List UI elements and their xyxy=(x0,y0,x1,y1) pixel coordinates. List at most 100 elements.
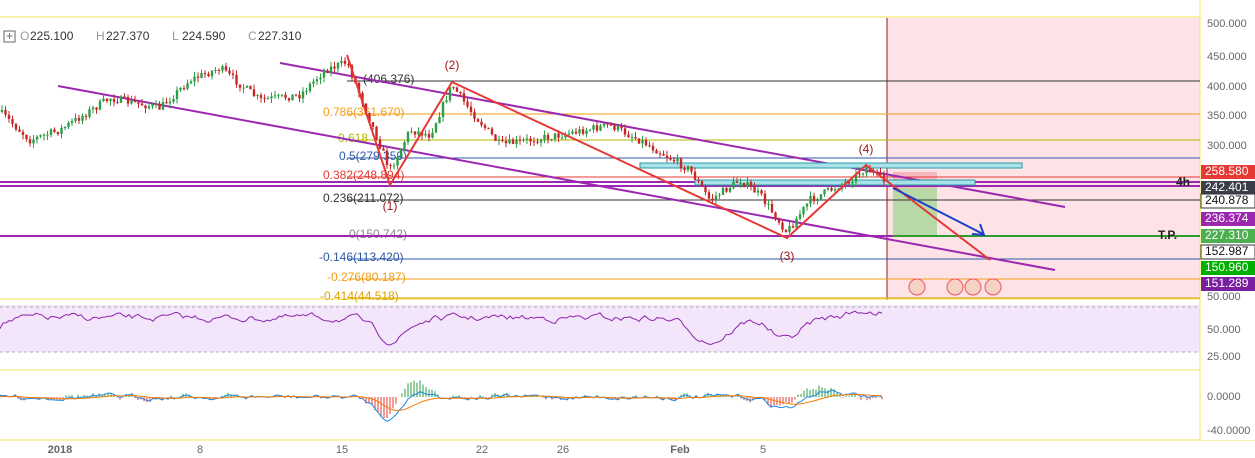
ohlc-value: 225.100 xyxy=(30,29,74,43)
candle-body xyxy=(711,198,714,200)
candle-body xyxy=(459,91,462,94)
candle-body xyxy=(812,195,816,202)
tp-tag: T.P. xyxy=(1158,228,1177,242)
candle-body xyxy=(308,83,312,91)
candle-body xyxy=(25,134,28,140)
candle-body xyxy=(98,101,102,110)
date-tick: 15 xyxy=(336,444,348,456)
candle-body xyxy=(84,115,88,117)
price-tick: 350.000 xyxy=(1207,110,1247,122)
candle-body xyxy=(585,130,588,134)
candle-body xyxy=(795,218,798,228)
date-tick: 22 xyxy=(476,444,488,456)
candle-body xyxy=(235,75,238,85)
signal-line xyxy=(0,393,883,411)
candle-body xyxy=(683,168,686,171)
candle-body xyxy=(609,124,613,126)
candle-body xyxy=(560,137,564,139)
candle-body xyxy=(613,124,616,130)
candle-body xyxy=(641,139,644,144)
candle-body xyxy=(490,128,494,135)
candle-body xyxy=(763,193,767,205)
date-tick: Feb xyxy=(670,444,690,456)
candle-body xyxy=(60,127,63,134)
ohlc-key: O xyxy=(20,29,29,43)
candle-body xyxy=(186,83,189,89)
candle-body xyxy=(546,134,550,140)
candle-body xyxy=(756,190,760,193)
candle-body xyxy=(158,103,161,110)
candle-body xyxy=(623,128,627,135)
price-tick: 450.000 xyxy=(1207,51,1247,63)
candle-body xyxy=(231,73,235,76)
candle-body xyxy=(473,112,476,119)
candle-body xyxy=(434,123,438,133)
candle-body xyxy=(522,139,525,141)
price-tag: 240.878 xyxy=(1205,193,1249,207)
candle-body xyxy=(854,173,858,182)
candle-body xyxy=(193,76,196,82)
candle-body xyxy=(483,125,487,128)
fib-label: -0.276(80.187) xyxy=(327,270,406,284)
candle-body xyxy=(466,101,469,107)
candle-body xyxy=(263,97,266,99)
candle-body xyxy=(700,181,704,187)
candle-body xyxy=(802,206,805,215)
candle-body xyxy=(487,127,490,129)
candle-body xyxy=(819,194,823,199)
candle-body xyxy=(301,91,305,99)
price-tag-bg xyxy=(1201,261,1255,275)
candle-body xyxy=(602,123,606,126)
candle-body xyxy=(760,190,763,194)
candle-body xyxy=(109,98,112,101)
candle-body xyxy=(788,225,791,232)
candle-body xyxy=(329,66,333,73)
candle-body xyxy=(14,124,18,130)
candle-body xyxy=(665,155,669,158)
candle-body xyxy=(830,187,833,191)
candle-body xyxy=(228,70,231,74)
candle-body xyxy=(221,66,224,71)
candle-body xyxy=(396,157,399,166)
candle-body xyxy=(861,173,865,175)
candle-body xyxy=(21,131,25,135)
arrow-head xyxy=(971,223,986,237)
candle-body xyxy=(11,119,14,125)
candle-body xyxy=(791,225,795,228)
candle-body xyxy=(511,139,515,144)
price-tag-bg xyxy=(1201,181,1255,195)
rsi-band xyxy=(0,305,1200,352)
candle-body xyxy=(669,157,672,160)
candle-body xyxy=(858,173,861,175)
candle-body xyxy=(721,187,725,195)
candle-body xyxy=(620,125,623,129)
candle-body xyxy=(32,139,35,144)
wave-label: (2) xyxy=(445,58,460,72)
candle-body xyxy=(648,145,651,147)
candle-body xyxy=(753,186,756,193)
event-icons xyxy=(908,278,1002,296)
candle-body xyxy=(361,92,364,104)
fib-label: 0.236(211.072) xyxy=(323,191,404,205)
candle-body xyxy=(826,187,830,190)
candle-body xyxy=(252,89,256,97)
candle-body xyxy=(382,148,385,151)
candle-body xyxy=(592,125,595,130)
candle-body xyxy=(578,129,581,134)
candle-body xyxy=(67,122,70,127)
candle-body xyxy=(417,131,420,135)
candle-body xyxy=(816,198,819,202)
candle-body xyxy=(532,141,536,143)
legend-toggle-icon: + xyxy=(6,29,13,43)
candle-body xyxy=(126,96,130,104)
legend-toggle[interactable] xyxy=(3,30,16,43)
candle-body xyxy=(340,60,343,63)
candle-body xyxy=(462,93,466,102)
candle-body xyxy=(518,139,522,141)
candle-body xyxy=(28,139,32,144)
candle-body xyxy=(515,139,518,144)
candle-body xyxy=(574,131,578,134)
ohlc-key: C xyxy=(248,29,257,43)
candle-body xyxy=(214,69,217,71)
candle-body xyxy=(182,88,186,90)
